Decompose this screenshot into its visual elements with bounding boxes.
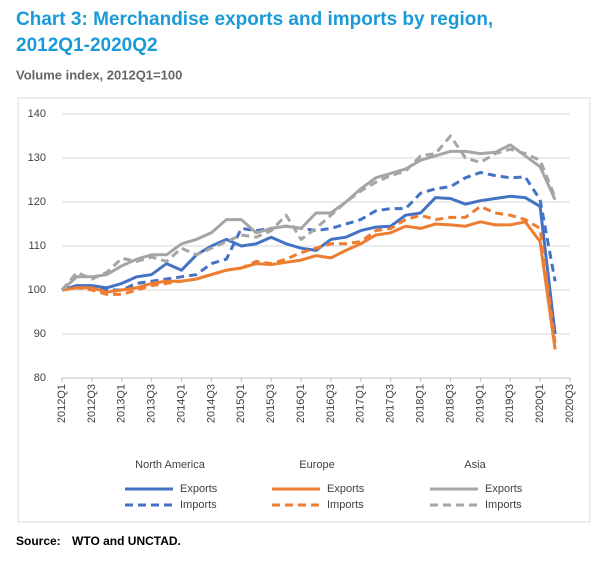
y-tick-label: 130 [28, 152, 46, 164]
legend-group: Europe [299, 459, 334, 471]
source-label: Source: [16, 534, 61, 548]
x-tick-label: 2013Q1 [116, 384, 128, 423]
series-line [61, 204, 557, 343]
x-tick-label: 2015Q1 [235, 384, 247, 423]
x-tick-label: 2018Q1 [414, 384, 426, 423]
x-tick-label: 2016Q1 [295, 384, 307, 423]
y-tick-label: 80 [34, 372, 46, 384]
y-tick-label: 90 [34, 328, 46, 340]
legend-label: Exports [485, 483, 523, 495]
legend-group: Asia [464, 459, 486, 471]
x-tick-label: 2012Q3 [86, 384, 98, 423]
y-tick-label: 140 [28, 108, 46, 120]
x-tick-label: 2018Q3 [444, 384, 456, 423]
chart-title-line2: 2012Q1-2020Q2 [16, 35, 158, 56]
x-tick-label: 2013Q3 [146, 384, 158, 423]
x-tick-label: 2015Q3 [265, 384, 277, 423]
x-tick-label: 2019Q3 [504, 384, 516, 423]
x-tick-label: 2017Q1 [355, 384, 367, 423]
series-line [61, 171, 557, 292]
x-tick-label: 2017Q3 [385, 384, 397, 423]
x-tick-label: 2014Q3 [205, 384, 217, 423]
x-tick-label: 2014Q1 [175, 384, 187, 423]
chart-frame [17, 97, 591, 523]
chart-subtitle: Volume index, 2012Q1=100 [16, 67, 182, 82]
x-tick-label: 2012Q1 [56, 384, 68, 423]
legend-label: Imports [327, 499, 364, 511]
series-line [61, 220, 557, 350]
y-tick-label: 120 [28, 196, 46, 208]
x-tick-label: 2020Q3 [564, 384, 576, 423]
legend-label: Imports [180, 499, 217, 511]
series-line [60, 134, 557, 291]
y-tick-label: 110 [28, 240, 46, 252]
x-tick-label: 2019Q1 [474, 384, 486, 423]
y-tick-label: 100 [28, 284, 46, 296]
legend-label: Exports [180, 483, 218, 495]
chart-title: Chart 3: Merchandise exports and imports… [16, 9, 493, 30]
source: WTO and UNCTAD. [72, 534, 181, 548]
legend-group: North America [135, 459, 206, 471]
legend-label: Imports [485, 499, 522, 511]
series-line [61, 143, 557, 292]
x-tick-label: 2016Q3 [325, 384, 337, 423]
x-tick-label: 2020Q1 [534, 384, 546, 423]
series-line [61, 194, 557, 335]
legend-label: Exports [327, 483, 365, 495]
